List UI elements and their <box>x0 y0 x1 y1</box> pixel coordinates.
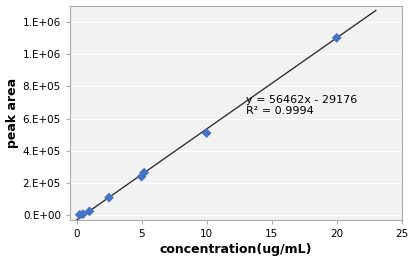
Point <box>86 209 93 214</box>
Point <box>76 213 83 217</box>
Point <box>105 195 112 200</box>
X-axis label: concentration(ug/mL): concentration(ug/mL) <box>159 243 311 256</box>
Point <box>332 36 339 40</box>
Point <box>140 171 147 175</box>
Y-axis label: peak area: peak area <box>5 78 19 148</box>
Text: y = 56462x - 29176
R² = 0.9994: y = 56462x - 29176 R² = 0.9994 <box>245 95 356 116</box>
Point <box>80 212 86 216</box>
Point <box>203 131 209 135</box>
Point <box>138 174 145 179</box>
